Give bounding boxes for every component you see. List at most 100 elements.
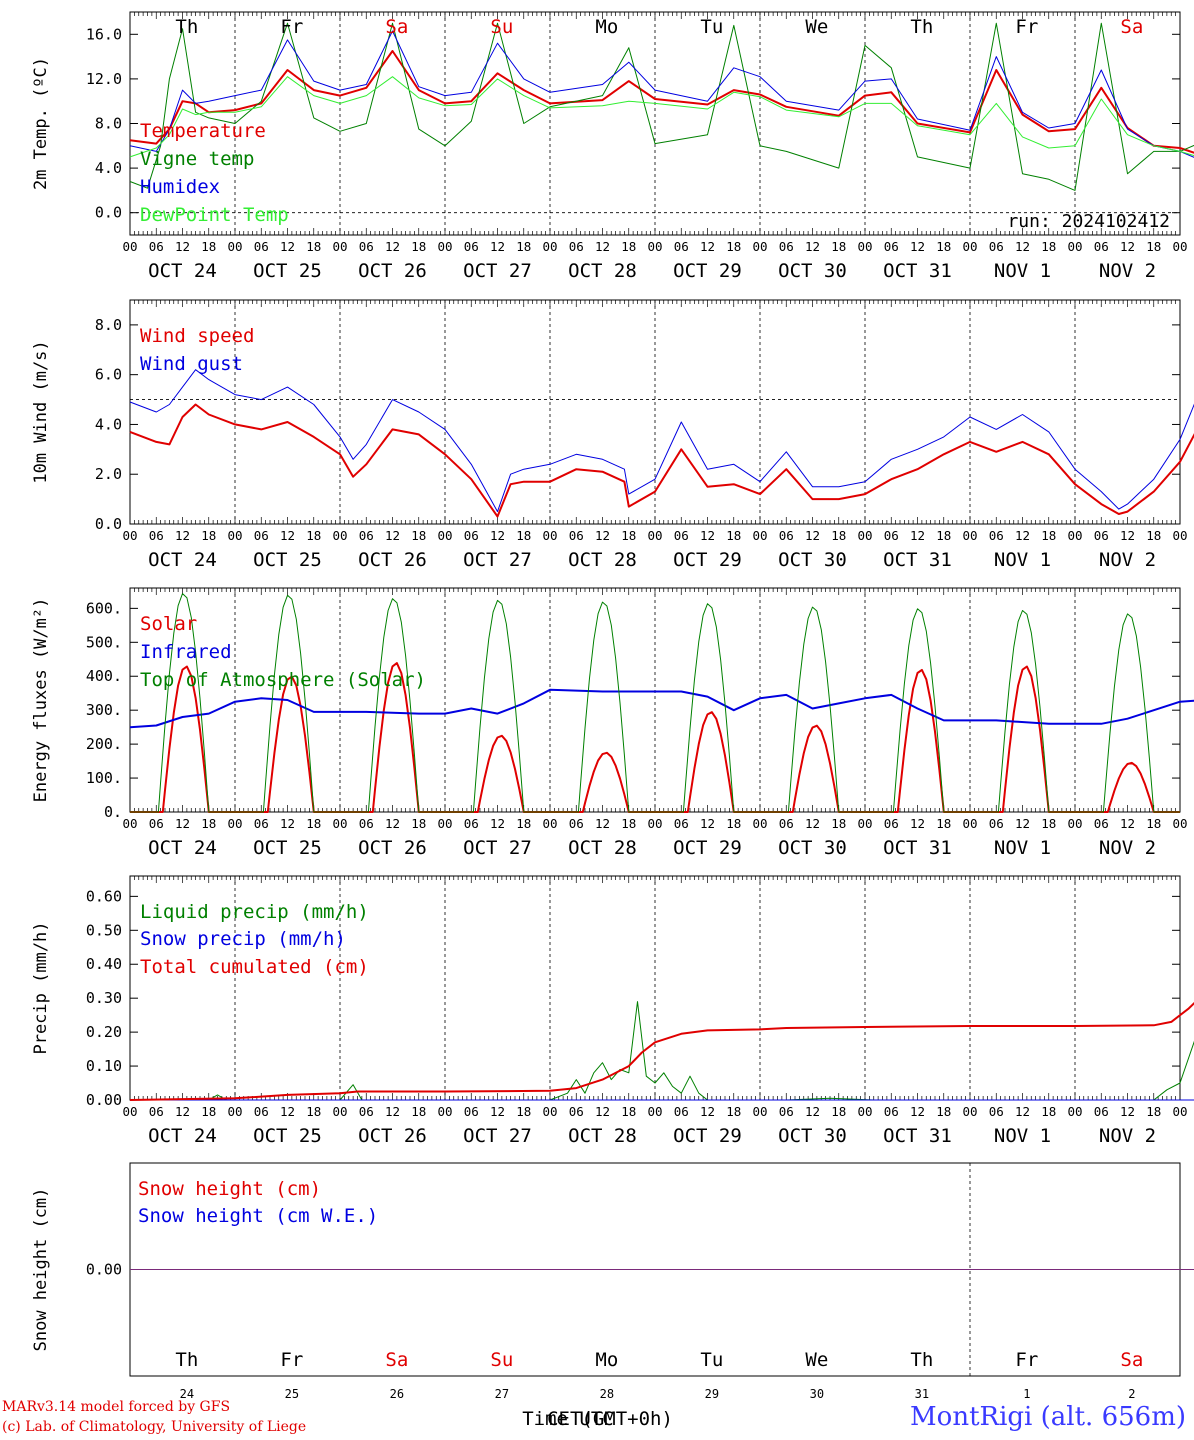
series-line-total-cumulated-cm- bbox=[129, 1001, 1194, 1101]
y-axis-label: Precip (mm/h) bbox=[31, 921, 51, 1054]
hour-tick-label: 12 bbox=[595, 528, 610, 543]
y-tick-label: 300. bbox=[86, 701, 122, 719]
hour-tick-label: 06 bbox=[149, 239, 164, 254]
hour-tick-label: 06 bbox=[149, 528, 164, 543]
hour-tick-label: 18 bbox=[516, 816, 531, 831]
date-label: NOV 2 bbox=[1099, 549, 1156, 571]
legend-entry: Solar bbox=[140, 613, 197, 635]
credit-line-1: MARv3.14 model forced by GFS bbox=[2, 1399, 231, 1415]
y-tick-label: 0.30 bbox=[86, 989, 122, 1007]
hour-tick-label: 18 bbox=[726, 239, 741, 254]
y-tick-label: 200. bbox=[86, 735, 122, 753]
weekday-label-bottom: We bbox=[805, 1349, 828, 1371]
hour-tick-label: 18 bbox=[201, 1104, 216, 1119]
y-tick-label: 400. bbox=[86, 667, 122, 685]
hour-tick-label: 12 bbox=[595, 816, 610, 831]
hour-tick-label: 12 bbox=[175, 1104, 190, 1119]
hour-tick-label: 12 bbox=[700, 816, 715, 831]
legend-entry: Top of Atmosphere (Solar) bbox=[140, 669, 426, 691]
weekday-label-bottom: Tu bbox=[700, 1349, 723, 1371]
series-line-humidex bbox=[129, 30, 1194, 158]
y-axis-label: Energy fluxes (W/m²) bbox=[31, 598, 51, 803]
time-label-cet: CET(GMT+0h) bbox=[547, 1408, 673, 1430]
hour-tick-label: 12 bbox=[280, 816, 295, 831]
date-label: OCT 25 bbox=[253, 1125, 322, 1147]
hour-tick-label: 00 bbox=[1067, 1104, 1082, 1119]
hour-tick-label: 18 bbox=[516, 528, 531, 543]
hour-tick-label: 18 bbox=[201, 239, 216, 254]
hour-tick-label: 06 bbox=[254, 239, 269, 254]
hour-tick-label: 12 bbox=[490, 528, 505, 543]
hour-tick-label: 18 bbox=[411, 239, 426, 254]
hour-tick-label: 06 bbox=[464, 239, 479, 254]
hour-tick-label: 18 bbox=[201, 816, 216, 831]
day-number: 27 bbox=[495, 1387, 509, 1401]
weekday-label-top: Th bbox=[175, 16, 198, 38]
hour-tick-label: 00 bbox=[752, 239, 767, 254]
hour-tick-label: 06 bbox=[569, 1104, 584, 1119]
y-tick-label: 8.0 bbox=[95, 115, 122, 133]
date-label: OCT 26 bbox=[358, 837, 427, 859]
hour-tick-label: 00 bbox=[962, 528, 977, 543]
hour-tick-label: 00 bbox=[122, 239, 137, 254]
series-line-wind-speed bbox=[129, 403, 1194, 518]
date-label: OCT 31 bbox=[883, 549, 952, 571]
hour-tick-label: 06 bbox=[569, 816, 584, 831]
y-tick-label: 0.0 bbox=[95, 204, 122, 222]
hour-tick-label: 12 bbox=[1120, 239, 1135, 254]
hour-tick-label: 18 bbox=[411, 1104, 426, 1119]
hour-tick-label: 18 bbox=[1146, 239, 1161, 254]
date-label: OCT 26 bbox=[358, 260, 427, 282]
series-line-top-of-atmosphere-solar- bbox=[130, 593, 1180, 813]
hour-tick-label: 18 bbox=[1146, 528, 1161, 543]
hour-tick-label: 06 bbox=[1094, 1104, 1109, 1119]
date-label: OCT 28 bbox=[568, 837, 637, 859]
date-label: OCT 31 bbox=[883, 837, 952, 859]
hour-tick-label: 06 bbox=[569, 239, 584, 254]
hour-tick-label: 18 bbox=[621, 528, 636, 543]
hour-tick-label: 06 bbox=[779, 239, 794, 254]
hour-tick-label: 00 bbox=[227, 528, 242, 543]
hour-tick-label: 06 bbox=[359, 528, 374, 543]
weekday-label-top: Su bbox=[490, 16, 513, 38]
hour-tick-label: 12 bbox=[1015, 816, 1030, 831]
series-line-dewpoint-temp bbox=[129, 76, 1194, 158]
hour-tick-label: 18 bbox=[726, 528, 741, 543]
hour-tick-label: 12 bbox=[280, 1104, 295, 1119]
panel-precip: 0.00 0.10 0.20 0.30 0.40 0.50 0.60 Precip (mm/h… bbox=[31, 875, 1194, 1147]
hour-tick-label: 12 bbox=[805, 816, 820, 831]
hour-tick-label: 12 bbox=[490, 239, 505, 254]
weekday-label-top: Tu bbox=[700, 16, 723, 38]
date-label: OCT 24 bbox=[148, 549, 217, 571]
hour-tick-label: 12 bbox=[1120, 528, 1135, 543]
hour-tick-label: 00 bbox=[1172, 816, 1187, 831]
date-label: OCT 24 bbox=[148, 260, 217, 282]
hour-tick-label: 06 bbox=[884, 1104, 899, 1119]
weekday-label-bottom: Sa bbox=[385, 1349, 408, 1371]
day-number: 26 bbox=[390, 1387, 404, 1401]
date-label: OCT 30 bbox=[778, 549, 847, 571]
hour-tick-label: 12 bbox=[805, 239, 820, 254]
hour-tick-label: 18 bbox=[411, 528, 426, 543]
date-label: OCT 30 bbox=[778, 1125, 847, 1147]
hour-tick-label: 00 bbox=[647, 528, 662, 543]
hour-tick-label: 12 bbox=[1120, 816, 1135, 831]
hour-tick-label: 06 bbox=[674, 239, 689, 254]
date-label: OCT 28 bbox=[568, 549, 637, 571]
y-tick-label: 8.0 bbox=[95, 316, 122, 334]
date-label: OCT 24 bbox=[148, 1125, 217, 1147]
hour-tick-label: 06 bbox=[989, 239, 1004, 254]
run-label: run: 2024102412 bbox=[1007, 211, 1170, 232]
y-axis-label: 2m Temp. (ºC) bbox=[31, 57, 51, 190]
date-label: OCT 27 bbox=[463, 260, 532, 282]
hour-tick-label: 18 bbox=[936, 239, 951, 254]
hour-tick-label: 00 bbox=[962, 1104, 977, 1119]
y-axis-label: Snow height (cm) bbox=[31, 1188, 51, 1352]
hour-tick-label: 00 bbox=[542, 239, 557, 254]
date-label: OCT 30 bbox=[778, 260, 847, 282]
hour-tick-label: 06 bbox=[254, 1104, 269, 1119]
hour-tick-label: 18 bbox=[726, 816, 741, 831]
hour-tick-label: 00 bbox=[857, 816, 872, 831]
plot-frame bbox=[129, 11, 1181, 236]
